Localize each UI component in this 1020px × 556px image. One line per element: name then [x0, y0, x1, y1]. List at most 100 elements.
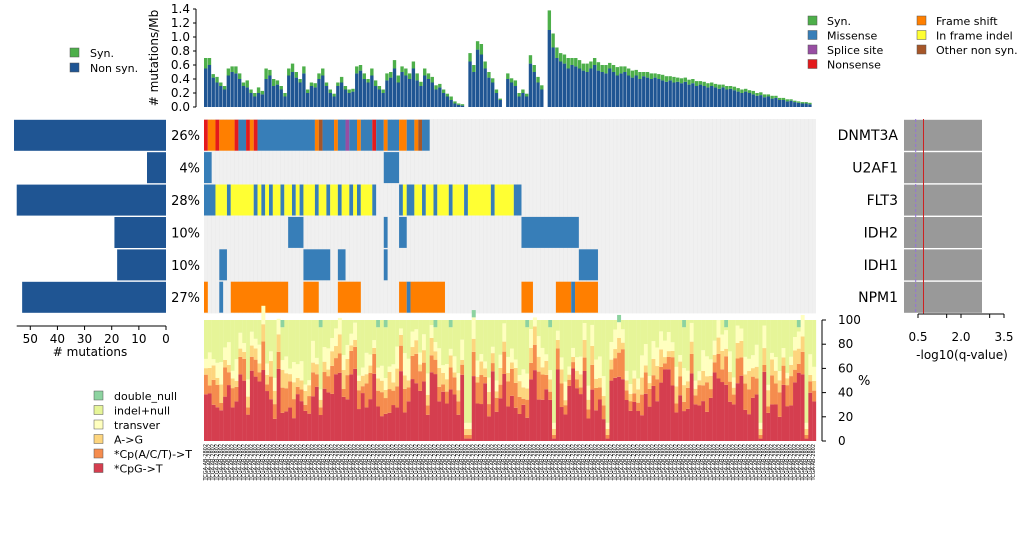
spectrum-segment: [636, 403, 640, 411]
spectrum-segment: [215, 385, 219, 407]
spectrum-segment: [579, 357, 583, 375]
spectrum-segment: [525, 374, 529, 389]
spectrum-segment: [456, 415, 460, 441]
spectrum-segment: [326, 370, 330, 377]
nonsyn-bar: [234, 73, 237, 107]
spectrum-segment: [571, 348, 575, 357]
spectrum-segment: [724, 349, 728, 357]
syn-bar: [442, 90, 445, 94]
spectrum-segment: [808, 354, 812, 375]
syn-bar: [642, 72, 645, 76]
spectrum-segment: [319, 400, 323, 408]
spectrum-segment: [808, 381, 812, 392]
legend-label: *CpG->T: [114, 463, 163, 476]
nonsyn-bar: [472, 72, 475, 107]
y-tick-label: 0.2: [171, 86, 190, 100]
mutation-cell: [281, 185, 285, 216]
spectrum-segment: [372, 374, 376, 441]
spectrum-segment: [346, 345, 350, 359]
spectrum-segment: [686, 320, 690, 371]
y-tick-label: 0.6: [171, 58, 190, 72]
syn-bar: [457, 104, 460, 105]
syn-bar: [514, 80, 517, 86]
mutation-cell: [204, 120, 208, 151]
nonsyn-bar: [408, 79, 411, 107]
y-tick-label: 1.2: [171, 16, 190, 30]
count-tick-label: 30: [77, 332, 92, 346]
spectrum-segment: [812, 381, 816, 391]
spectrum-segment: [204, 359, 208, 368]
nonsyn-bar: [574, 66, 577, 107]
spectrum-segment: [391, 364, 395, 382]
syn-bar: [499, 99, 502, 100]
nonsyn-bar: [642, 76, 645, 107]
spectrum-segment: [426, 320, 430, 373]
syn-bar: [446, 94, 449, 97]
spectrum-segment: [403, 389, 407, 413]
nonsyn-bar: [506, 79, 509, 107]
spectrum-segment: [587, 400, 591, 410]
spectrum-segment: [235, 381, 239, 387]
syn-bar: [755, 93, 758, 96]
spectrum-segment: [521, 399, 525, 405]
spectrum-segment: [690, 373, 694, 441]
nonsyn-bar: [438, 87, 441, 107]
spectrum-segment: [564, 320, 568, 382]
spectrum-segment: [770, 375, 774, 404]
mutation-cell: [323, 120, 334, 151]
spectrum-segment: [376, 327, 380, 367]
nonsyn-bar: [635, 76, 638, 108]
spectrum-segment: [617, 338, 621, 353]
legend-swatch: [917, 16, 926, 25]
nonsyn-bar: [223, 90, 226, 108]
syn-bar: [536, 77, 539, 83]
spectrum-segment: [659, 383, 663, 441]
spectrum-segment: [472, 310, 476, 317]
mutation-cell: [204, 185, 215, 216]
mutation-cell: [265, 185, 269, 216]
syn-bar: [631, 71, 634, 78]
spectrum-segment: [468, 423, 472, 429]
spectrum-segment: [434, 351, 438, 359]
nonsyn-bar: [449, 100, 452, 107]
nonsyn-bar: [427, 79, 430, 107]
spectrum-segment: [590, 325, 594, 346]
spectrum-segment: [537, 372, 541, 400]
legend-label: Frame shift: [936, 15, 998, 28]
spectrum-segment: [674, 412, 678, 441]
spectrum-segment: [690, 320, 694, 323]
syn-bar: [593, 58, 596, 65]
spectrum-segment: [284, 356, 288, 373]
spectrum-segment: [606, 423, 610, 429]
spectrum-segment: [235, 359, 239, 381]
spectrum-segment: [518, 381, 522, 397]
nonsyn-bar: [721, 87, 724, 107]
nonsyn-bar: [280, 90, 283, 108]
spectrum-segment: [491, 353, 495, 363]
syn-bar: [793, 101, 796, 102]
spectrum-segment: [590, 390, 594, 441]
spectrum-segment: [418, 365, 422, 372]
spectrum-segment: [697, 405, 701, 441]
spectrum-segment: [269, 399, 273, 441]
syn-bar: [786, 99, 789, 101]
syn-bar: [295, 72, 298, 78]
syn-bar: [215, 77, 218, 83]
syn-bar: [597, 62, 600, 70]
spectrum-segment: [541, 320, 545, 348]
gene-name: DNMT3A: [838, 128, 899, 144]
syn-bar: [699, 81, 702, 85]
spectrum-segment: [644, 394, 648, 441]
spectrum-segment: [330, 351, 334, 366]
spectrum-segment: [250, 346, 254, 357]
nonsyn-bar: [298, 83, 301, 108]
syn-bar: [748, 90, 751, 93]
spectrum-segment: [548, 370, 552, 379]
syn-bar: [363, 73, 366, 79]
spectrum-segment: [281, 413, 285, 441]
legend-label: Nonsense: [827, 59, 881, 72]
legend-swatch: [917, 45, 926, 54]
spectrum-segment: [235, 320, 239, 359]
syn-bar: [283, 93, 286, 97]
spectrum-segment: [414, 320, 418, 329]
